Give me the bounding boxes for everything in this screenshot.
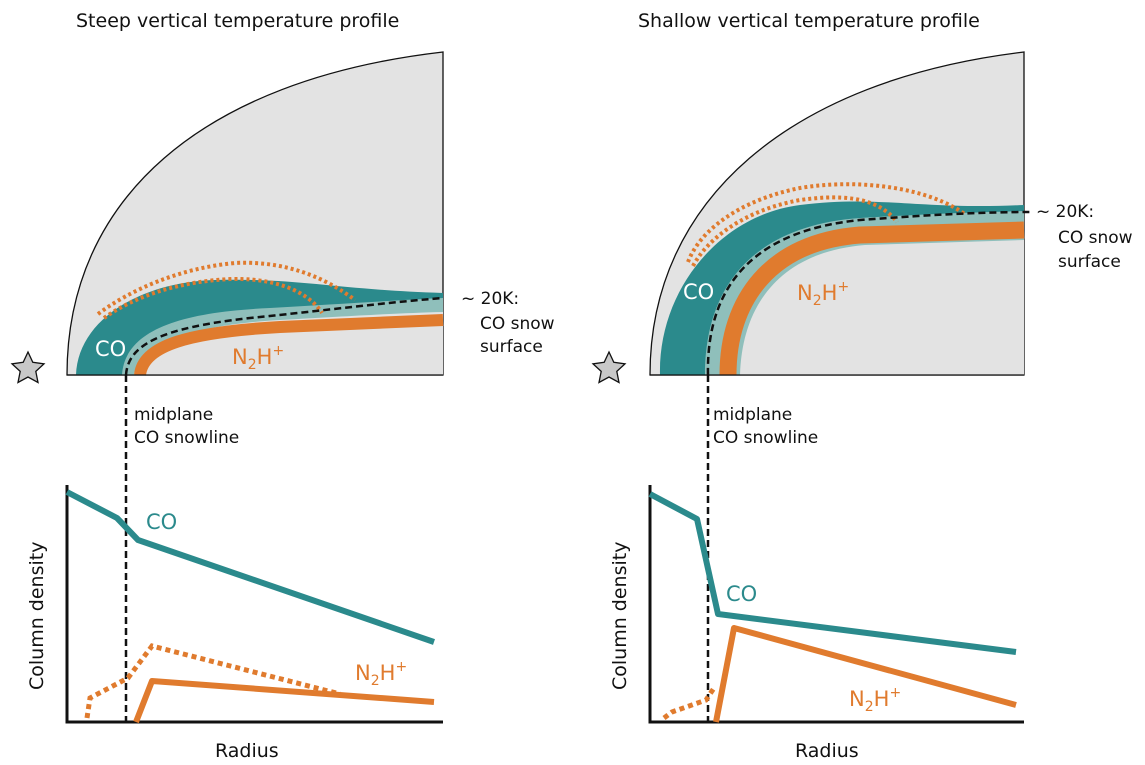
co-snow-surface-line [706, 210, 1031, 376]
panel-shallow: Shallow vertical temperature profile CO … [591, 10, 1133, 762]
snow-surface-label-3: surface [480, 337, 543, 357]
snowline-label-2: CO snowline [713, 428, 818, 448]
x-axis-label: Radius [215, 740, 279, 762]
n2h-disk-label: N2H+ [232, 343, 284, 373]
snowline-label-2: CO snowline [134, 428, 239, 448]
n2h-dotted-line-outer [96, 260, 357, 316]
n2h-dotted-curve [84, 643, 341, 719]
star-icon [10, 350, 46, 384]
y-axis-label: Column density [26, 542, 48, 690]
n2h-band [134, 314, 444, 377]
n2h-band [719, 221, 1025, 376]
snow-surface-label-2: CO snow [1058, 228, 1133, 248]
n2h-dotted-line-outer [686, 182, 968, 263]
star-icon [591, 350, 627, 384]
plot-axes [648, 485, 1024, 724]
co-disk-label: CO [683, 280, 714, 304]
n2h-curve-label: N2H+ [355, 659, 407, 689]
n2h-dotted-line-inner [691, 195, 899, 267]
n2h-disk-label: N2H+ [797, 279, 849, 309]
n2h-dotted-curve [662, 686, 717, 720]
co-snow-surface-line [124, 296, 444, 376]
inner-core-region [740, 240, 1024, 375]
snow-surface-label-3: surface [1058, 252, 1121, 272]
x-axis-label: Radius [795, 740, 859, 762]
co-column-curve [648, 491, 1017, 655]
panel-title: Shallow vertical temperature profile [638, 10, 980, 32]
co-curve-label: CO [146, 510, 177, 534]
y-axis-label: Column density [609, 542, 631, 690]
co-disk-label: CO [95, 337, 126, 361]
snow-surface-label-1: ~ 20K: [461, 289, 519, 309]
snow-surface-label-2: CO snow [480, 314, 555, 334]
plot-axes [65, 485, 443, 724]
snowline-label-1: midplane [134, 405, 213, 425]
snow-surface-label-1: ~ 20K: [1036, 202, 1094, 222]
n2h-column-curve [133, 678, 435, 724]
snowline-label-1: midplane [713, 405, 792, 425]
co-column-curve [65, 489, 435, 645]
panel-title: Steep vertical temperature profile [76, 10, 399, 32]
n2h-column-curve [713, 625, 1017, 723]
inner-core-region [154, 328, 443, 375]
co-curve-label: CO [726, 582, 757, 606]
n2h-curve-label: N2H+ [849, 685, 901, 715]
panel-steep: Steep vertical temperature profile CO N2… [10, 10, 555, 762]
